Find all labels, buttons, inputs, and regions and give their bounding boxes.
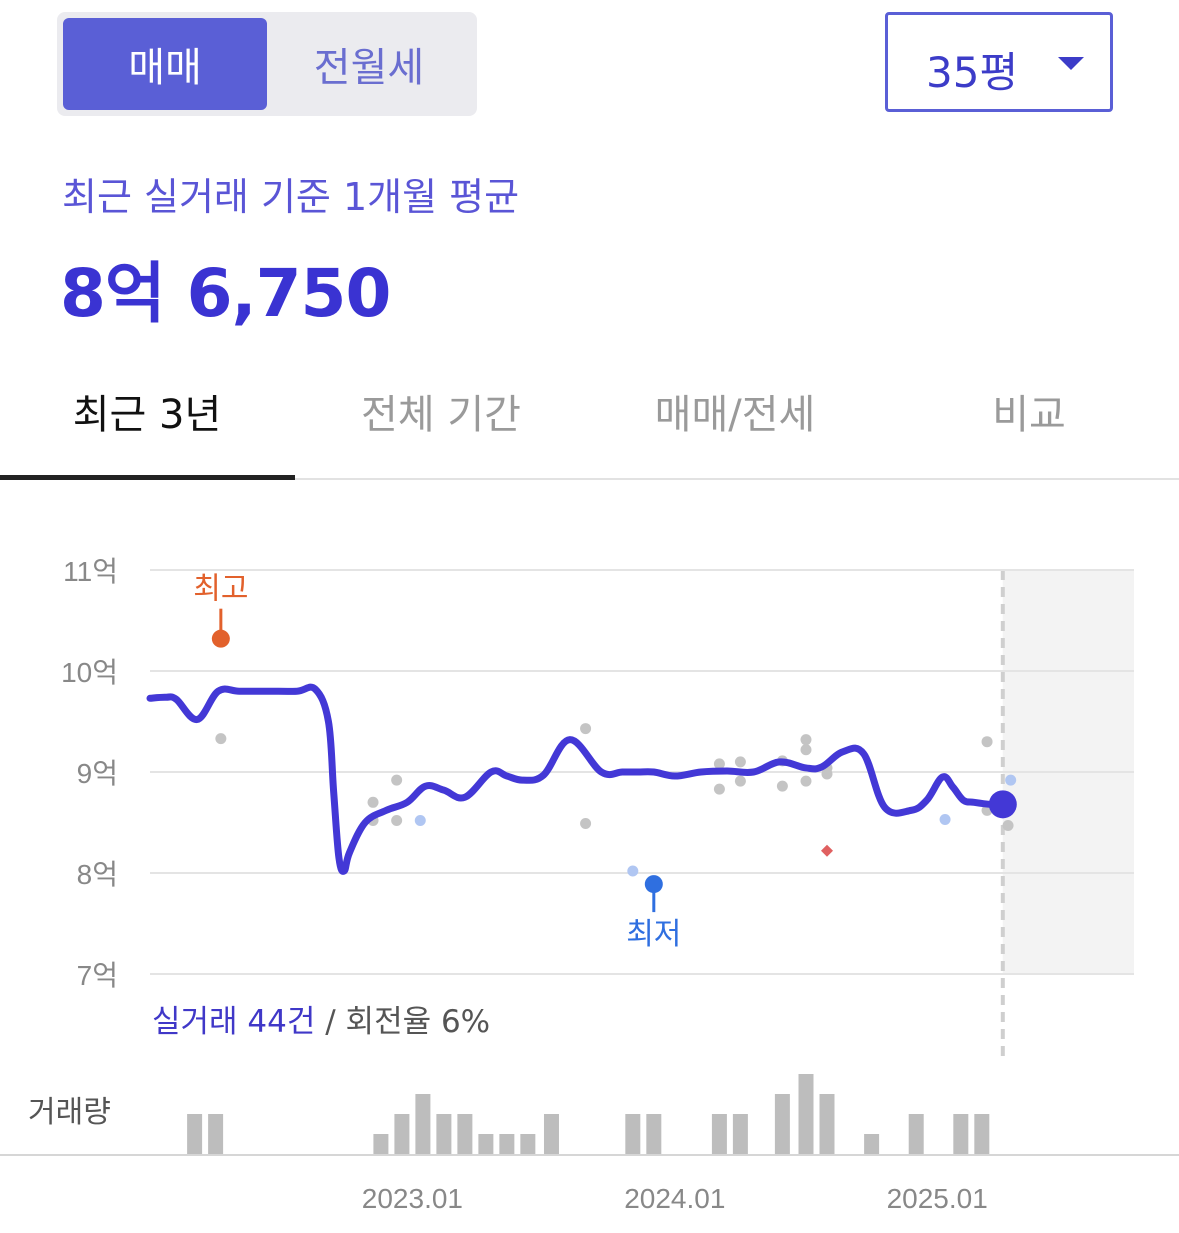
volume-bar xyxy=(775,1094,790,1154)
low-marker-label: 최저 xyxy=(626,917,681,952)
transaction-point xyxy=(801,744,812,755)
tab-sale-rent[interactable]: 매매/전세 xyxy=(588,382,882,440)
transaction-point-blue xyxy=(1005,775,1016,786)
transaction-point xyxy=(982,736,993,747)
transaction-point xyxy=(391,815,402,826)
volume-bar xyxy=(478,1134,493,1154)
volume-bar xyxy=(733,1114,748,1154)
y-tick-label: 9억 xyxy=(77,758,118,789)
x-tick-label: 2023.01 xyxy=(362,1183,463,1214)
average-price-value: 8억 6,750 xyxy=(60,240,390,336)
y-tick-label: 7억 xyxy=(77,960,118,991)
tab-recent-3-years[interactable]: 최근 3년 xyxy=(0,382,294,440)
trade-type-rent-button[interactable]: 전월세 xyxy=(267,18,471,110)
volume-bar xyxy=(208,1114,223,1154)
volume-bar xyxy=(544,1114,559,1154)
transaction-point xyxy=(714,784,725,795)
x-tick-label: 2025.01 xyxy=(887,1183,988,1214)
volume-bar xyxy=(373,1134,388,1154)
transaction-point xyxy=(735,776,746,787)
high-marker-label: 최고 xyxy=(193,572,248,607)
transaction-summary: 실거래 44건 / 회전율 6% xyxy=(152,996,490,1041)
volume-label: 거래량 xyxy=(28,1095,111,1130)
transaction-point xyxy=(801,776,812,787)
trade-type-toggle: 매매 전월세 xyxy=(57,12,477,116)
volume-bar xyxy=(625,1114,640,1154)
transaction-count: 실거래 44건 xyxy=(152,1004,315,1040)
volume-bar xyxy=(864,1134,879,1154)
volume-bar xyxy=(415,1094,430,1154)
volume-bar xyxy=(187,1114,202,1154)
volume-bar xyxy=(799,1074,814,1154)
y-tick-label: 8억 xyxy=(77,859,118,890)
x-tick-label: 2024.01 xyxy=(624,1183,725,1214)
y-tick-label: 11억 xyxy=(63,556,118,587)
volume-bar xyxy=(457,1114,472,1154)
transaction-point-blue xyxy=(415,815,426,826)
volume-bar xyxy=(436,1114,451,1154)
trade-type-sale-button[interactable]: 매매 xyxy=(63,18,267,110)
transaction-point xyxy=(801,734,812,745)
size-dropdown-value: 35평 xyxy=(926,39,1018,100)
transaction-point xyxy=(580,723,591,734)
volume-bar xyxy=(909,1114,924,1154)
transaction-point xyxy=(580,818,591,829)
turnover-rate: / 회전율 6% xyxy=(315,1004,490,1040)
volume-bar xyxy=(646,1114,661,1154)
volume-bar xyxy=(499,1134,514,1154)
transaction-point-blue xyxy=(940,814,951,825)
volume-bar xyxy=(520,1134,535,1154)
average-price-line xyxy=(150,687,1003,871)
volume-bar xyxy=(819,1094,834,1154)
transaction-point xyxy=(735,756,746,767)
transaction-point xyxy=(215,733,226,744)
tab-compare[interactable]: 비교 xyxy=(882,382,1176,440)
tab-all-period[interactable]: 전체 기간 xyxy=(294,382,588,440)
volume-bar xyxy=(394,1114,409,1154)
volume-bar xyxy=(953,1114,968,1154)
y-tick-label: 10억 xyxy=(61,657,118,688)
transaction-point xyxy=(368,797,379,808)
transaction-point xyxy=(1003,820,1014,831)
transaction-point-blue xyxy=(627,865,638,876)
transaction-point xyxy=(391,775,402,786)
average-price-label: 최근 실거래 기준 1개월 평균 xyxy=(62,166,519,221)
high-marker-dot xyxy=(212,630,230,648)
low-marker-dot xyxy=(645,875,663,893)
size-dropdown[interactable]: 35평 xyxy=(885,12,1113,112)
latest-price-dot xyxy=(989,790,1017,818)
caret-down-icon xyxy=(1058,57,1084,70)
transaction-point xyxy=(777,781,788,792)
volume-bar xyxy=(974,1114,989,1154)
period-tabs: 최근 3년 전체 기간 매매/전세 비교 xyxy=(0,360,1179,480)
volume-bar xyxy=(712,1114,727,1154)
special-transaction-marker xyxy=(821,845,833,857)
